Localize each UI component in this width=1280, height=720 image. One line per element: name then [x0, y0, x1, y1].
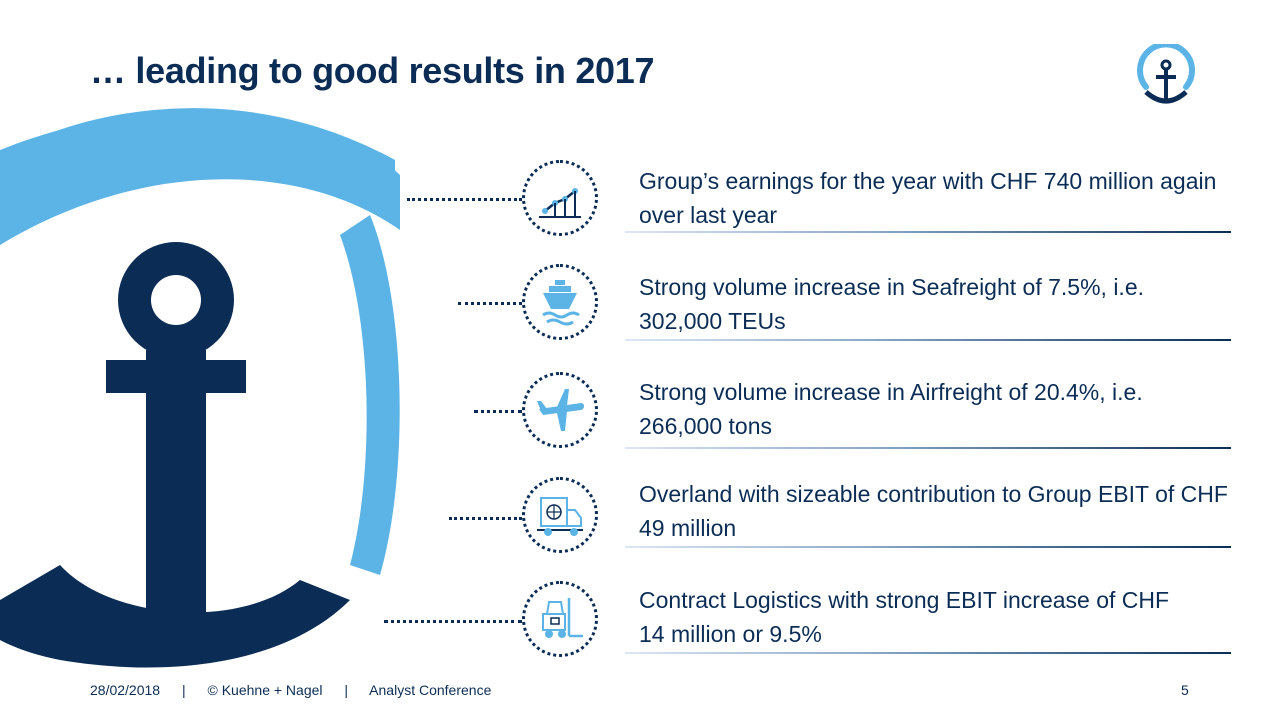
- icon-circle-2: [522, 264, 598, 340]
- ship-icon: [542, 280, 580, 326]
- divider-1: [625, 231, 1231, 233]
- anchor-illustration: [0, 108, 420, 668]
- icon-circle-3: [522, 372, 598, 448]
- slide-title: … leading to good results in 2017: [90, 50, 655, 91]
- kuehne-nagel-logo-icon: [1137, 44, 1195, 104]
- footer-separator: |: [181, 682, 186, 698]
- connector-line-4: [449, 517, 522, 520]
- icon-circle-1: [522, 160, 598, 236]
- result-item-overland: Overland with sizeable contribution to G…: [639, 481, 1228, 541]
- divider-5: [625, 652, 1231, 654]
- footer-event: Analyst Conference: [369, 682, 492, 698]
- icon-circle-5: [522, 581, 598, 657]
- connector-line-3: [474, 410, 522, 413]
- result-item-contract-logistics: Contract Logistics with strong EBIT incr…: [639, 587, 1170, 647]
- forklift-icon: [542, 598, 583, 638]
- footer-separator: |: [344, 682, 349, 698]
- connector-line-1: [407, 198, 522, 201]
- footer-company: © Kuehne + Nagel: [207, 682, 323, 698]
- divider-3: [625, 447, 1231, 449]
- divider-4: [625, 546, 1231, 548]
- connector-line-5: [384, 620, 522, 623]
- connector-line-2: [458, 302, 522, 305]
- footer: 28/02/2018 | © Kuehne + Nagel | Analyst …: [90, 682, 491, 698]
- page-number: 5: [1181, 682, 1189, 698]
- airplane-icon: [537, 389, 584, 431]
- icon-circle-4: [522, 477, 598, 553]
- result-item-airfreight: Strong volume increase in Airfreight of …: [639, 379, 1143, 439]
- result-item-seafreight: Strong volume increase in Seafreight of …: [639, 274, 1145, 334]
- line-chart-icon: [539, 188, 581, 218]
- result-item-earnings: Group’s earnings for the year with CHF 7…: [639, 168, 1217, 228]
- footer-date: 28/02/2018: [90, 682, 161, 698]
- divider-2: [625, 339, 1231, 341]
- truck-icon: [537, 497, 583, 536]
